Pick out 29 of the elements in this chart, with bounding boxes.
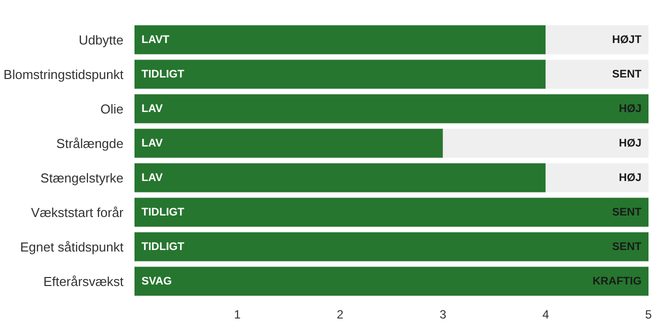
x-tick-label: 1	[234, 308, 241, 321]
annotation: TIDLIGT	[142, 206, 185, 218]
annotation: SENT	[612, 68, 642, 80]
y-tick-label: Olie	[100, 101, 124, 116]
annotation: LAV	[142, 172, 164, 184]
y-tick-label: Egnet såtidspunkt	[20, 239, 124, 254]
y-tick-label: Stængelstyrke	[40, 170, 124, 186]
x-tick-label: 4	[542, 308, 550, 321]
y-tick-label: Vækststart forår	[31, 204, 124, 220]
y-tick-label: Efterårsvækst	[43, 274, 124, 289]
annotation: SVAG	[142, 275, 172, 288]
y-tick-label: Blomstringstidspunkt	[4, 66, 124, 82]
x-tick-label: 3	[440, 308, 447, 321]
annotation: HØJ	[618, 137, 642, 150]
annotation: LAVT	[142, 34, 170, 46]
annotation: TIDLIGT	[142, 68, 185, 80]
x-tick-label: 2	[336, 308, 344, 321]
annotation: LAV	[142, 137, 164, 150]
annotation: KRAFTIG	[592, 275, 642, 288]
y-tick-label: Udbytte	[78, 32, 124, 48]
annotation: HØJT	[612, 34, 642, 46]
annotation: SENT	[612, 240, 642, 253]
annotation: LAV	[142, 102, 164, 115]
x-tick-label: 5	[645, 308, 652, 321]
annotation: HØJ	[618, 172, 642, 184]
annotation: SENT	[612, 206, 642, 218]
y-tick-label: Strålængde	[56, 136, 124, 151]
annotation: TIDLIGT	[142, 240, 185, 253]
annotation: HØJ	[618, 102, 642, 115]
